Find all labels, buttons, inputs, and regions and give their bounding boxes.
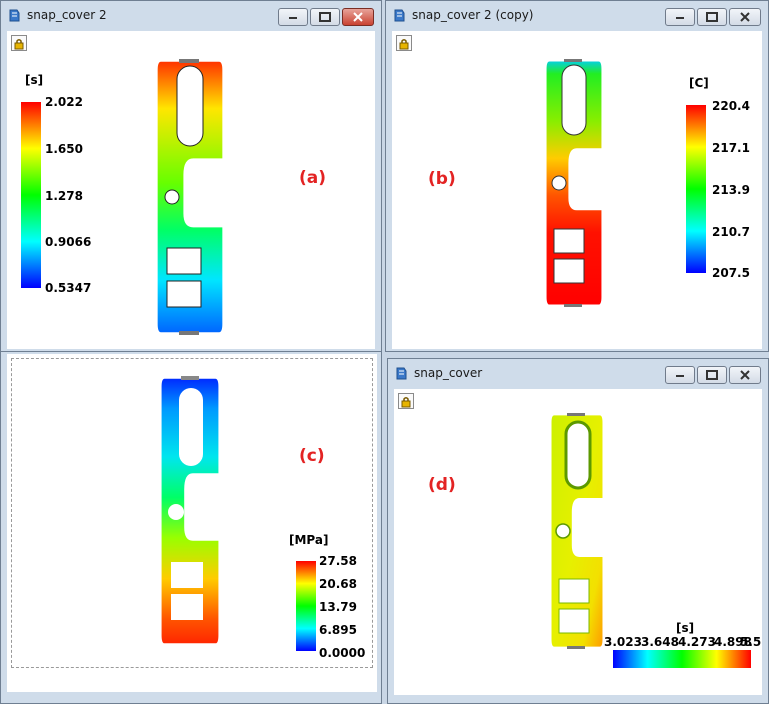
panel-label: (b): [428, 169, 456, 189]
legend-tick: 13.79: [319, 600, 357, 614]
window-title: snap_cover 2 (copy): [412, 8, 534, 22]
legend-tick: 220.4: [712, 99, 750, 113]
legend-tick: 217.1: [712, 141, 750, 155]
part-plot-temperature: [546, 59, 602, 307]
legend-unit: [C]: [689, 76, 709, 90]
legend-tick: 3.648: [641, 635, 679, 649]
panel-label: (a): [299, 168, 327, 188]
titlebar[interactable]: snap_cover 2: [1, 1, 381, 29]
legend-tick: 0.5347: [45, 281, 92, 295]
plot-area: (d) [s] 3.023 3.648 4.273 4.898 5.52: [394, 389, 762, 695]
maximize-button[interactable]: [310, 8, 340, 26]
part-plot-fill-time: [157, 59, 223, 335]
legend-tick: 4.898: [714, 635, 752, 649]
part-plot-pressure: [161, 376, 219, 644]
lock-icon[interactable]: [398, 393, 414, 409]
close-button[interactable]: [342, 8, 374, 26]
legend-tick: 4.273: [678, 635, 716, 649]
window-d: snap_cover (d) [s] 3.023 3.648 4.273 4.8…: [387, 358, 769, 704]
legend-unit: [s]: [25, 73, 44, 87]
legend-tick: 27.58: [319, 554, 357, 568]
legend-tick: 5.52: [740, 635, 762, 649]
minimize-button[interactable]: [665, 366, 695, 384]
legend-tick: 1.278: [45, 189, 83, 203]
legend-tick: 210.7: [712, 225, 750, 239]
color-scale-bar: [613, 650, 751, 668]
app-icon: [392, 8, 406, 22]
legend-tick: 20.68: [319, 577, 357, 591]
part-plot-cooling-time: [551, 413, 603, 649]
minimize-button[interactable]: [278, 8, 308, 26]
legend-tick: 213.9: [712, 183, 750, 197]
plot-area: [C] 220.4 217.1 213.9 210.7 207.5 (b): [392, 31, 762, 349]
window-b: snap_cover 2 (copy) [C] 220.4 217.1 213.…: [385, 0, 769, 352]
color-scale-bar: [296, 561, 316, 651]
lock-icon[interactable]: [396, 35, 412, 51]
maximize-button[interactable]: [697, 8, 727, 26]
close-button[interactable]: [729, 8, 761, 26]
legend-unit: [MPa]: [289, 533, 329, 547]
app-icon: [394, 366, 408, 380]
legend-tick: 0.0000: [319, 646, 366, 660]
minimize-button[interactable]: [665, 8, 695, 26]
legend-tick: 2.022: [45, 95, 83, 109]
window-title: snap_cover 2: [27, 8, 107, 22]
legend-unit: [s]: [676, 621, 695, 635]
close-button[interactable]: [729, 366, 761, 384]
plot-area: [s] 2.022 1.650 1.278 0.9066 0.5347 (a): [7, 31, 375, 349]
legend-tick: 3.023: [604, 635, 642, 649]
panel-label: (c): [299, 446, 325, 466]
titlebar[interactable]: snap_cover 2 (copy): [386, 1, 768, 29]
color-scale-bar: [686, 105, 706, 273]
selection-frame: [11, 358, 373, 668]
app-icon: [7, 8, 21, 22]
panel-label: (d): [428, 475, 456, 495]
window-c: [MPa] 27.58 20.68 13.79 6.895 0.0000 (c): [0, 352, 382, 704]
legend-tick: 1.650: [45, 142, 83, 156]
window-a: snap_cover 2 [s] 2.022 1.650 1.278 0.906…: [0, 0, 382, 352]
legend-tick: 207.5: [712, 266, 750, 280]
titlebar[interactable]: snap_cover: [388, 359, 768, 387]
window-title: snap_cover: [414, 366, 483, 380]
color-scale-bar: [21, 102, 41, 288]
lock-icon[interactable]: [11, 35, 27, 51]
legend-tick: 6.895: [319, 623, 357, 637]
plot-area: [MPa] 27.58 20.68 13.79 6.895 0.0000 (c): [7, 354, 377, 692]
maximize-button[interactable]: [697, 366, 727, 384]
legend-tick: 0.9066: [45, 235, 92, 249]
